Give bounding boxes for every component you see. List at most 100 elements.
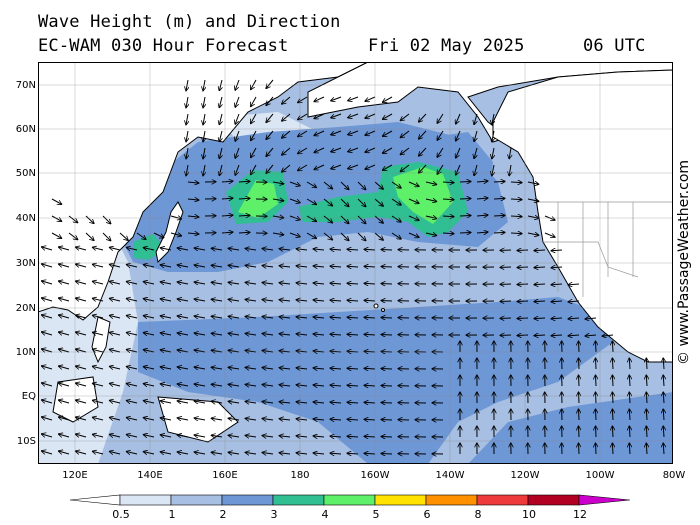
wave-arrow: [245, 401, 257, 403]
watermark: © www.PassageWeather.com: [676, 159, 692, 365]
wave-arrow: [306, 181, 317, 188]
wave-arrow: [58, 383, 70, 386]
wave-arrow: [75, 332, 87, 335]
wave-arrow: [170, 233, 182, 236]
wave-arrow: [136, 232, 146, 239]
wave-arrow: [85, 232, 94, 241]
wave-arrow: [109, 383, 121, 386]
wave-arrow: [126, 452, 138, 455]
wave-arrow: [126, 248, 138, 251]
wave-arrow: [262, 402, 274, 404]
wave-arrow: [262, 283, 274, 285]
lon-label: 140E: [137, 470, 163, 481]
wave-arrow: [313, 300, 325, 301]
wave-arrow: [119, 232, 128, 240]
wave-arrow: [160, 248, 172, 250]
wave-arrow: [331, 164, 342, 169]
wave-arrow: [330, 368, 342, 369]
wave-arrow: [663, 375, 664, 387]
wave-arrow: [75, 434, 87, 437]
wave-arrow: [262, 334, 274, 336]
hawaii: [373, 303, 379, 309]
wave-arrow: [381, 369, 393, 370]
wave-arrow: [476, 181, 488, 182]
wave-arrow: [517, 335, 529, 336]
wave-arrow: [296, 300, 308, 301]
wave-arrow: [109, 451, 121, 454]
wave-arrow: [364, 249, 376, 250]
wave-arrow: [279, 351, 291, 352]
wave-arrow: [177, 265, 189, 267]
wave-arrow: [109, 417, 121, 420]
wave-arrow: [235, 130, 240, 141]
wave-arrow: [517, 318, 529, 319]
wave-arrow: [509, 147, 511, 159]
wave-arrow: [68, 232, 78, 240]
wave-arrow: [245, 282, 257, 284]
wave-arrow: [381, 318, 393, 319]
wave-arrow: [279, 402, 291, 403]
wave-arrow: [646, 426, 647, 438]
wave-arrow: [330, 283, 342, 284]
wave-arrow: [365, 164, 376, 169]
wave-arrow: [442, 199, 454, 200]
wave-arrow: [459, 199, 471, 200]
wave-arrow: [177, 333, 189, 335]
wave-arrow: [364, 402, 376, 403]
wave-arrow: [279, 283, 291, 284]
wave-arrow: [109, 247, 121, 250]
wave-arrow: [364, 436, 376, 437]
wave-arrow: [219, 96, 222, 108]
wave-arrow: [629, 426, 630, 438]
wave-arrow: [347, 266, 359, 267]
wave-arrow: [228, 350, 240, 352]
wave-arrow: [186, 130, 188, 142]
wave-arrow: [348, 147, 359, 152]
wave-arrow: [177, 452, 189, 454]
wave-arrow: [663, 426, 664, 438]
wave-arrow: [228, 248, 240, 250]
wave-arrow: [211, 282, 223, 284]
scale-bin-7: [476, 494, 529, 506]
wave-arrow: [663, 409, 664, 421]
wave-arrow: [126, 435, 138, 438]
wave-height-map: [38, 62, 673, 464]
wave-arrow: [187, 199, 199, 200]
wave-arrow: [568, 318, 580, 319]
wave-arrow: [517, 284, 529, 285]
wave-arrow: [109, 400, 121, 403]
wave-arrow: [194, 367, 206, 369]
wave-arrow: [109, 264, 121, 267]
wave-arrow: [279, 334, 291, 335]
wave-arrow: [331, 113, 342, 118]
wave-arrow: [235, 96, 240, 107]
scale-label: 6: [423, 508, 431, 521]
wave-arrow: [314, 147, 325, 153]
wave-arrow: [41, 383, 53, 386]
wave-arrow: [381, 454, 393, 455]
wave-arrow: [357, 198, 366, 207]
wave-arrow: [551, 250, 563, 251]
wave-arrow: [262, 368, 274, 370]
wave-arrow: [41, 400, 53, 403]
wave-arrow: [646, 443, 647, 455]
wave-arrow: [347, 283, 359, 284]
wave-arrow: [262, 300, 274, 302]
wave-arrow: [381, 267, 393, 268]
wave-arrow: [348, 164, 359, 169]
wave-arrow: [282, 113, 291, 121]
wave-arrow: [400, 164, 410, 172]
wave-arrow: [596, 375, 597, 387]
wave-arrow: [381, 386, 393, 387]
wave-arrow: [245, 452, 257, 454]
wave-arrow: [187, 233, 199, 234]
wave-arrow: [75, 315, 87, 318]
wave-arrow: [323, 232, 333, 240]
wave-arrow: [126, 316, 138, 319]
wave-arrow: [85, 215, 94, 224]
lon-label: 120W: [510, 470, 540, 481]
lat-label: 30N: [15, 258, 36, 269]
land-alaska: [307, 62, 673, 143]
wave-arrow: [596, 341, 597, 353]
wave-arrow: [211, 367, 223, 369]
